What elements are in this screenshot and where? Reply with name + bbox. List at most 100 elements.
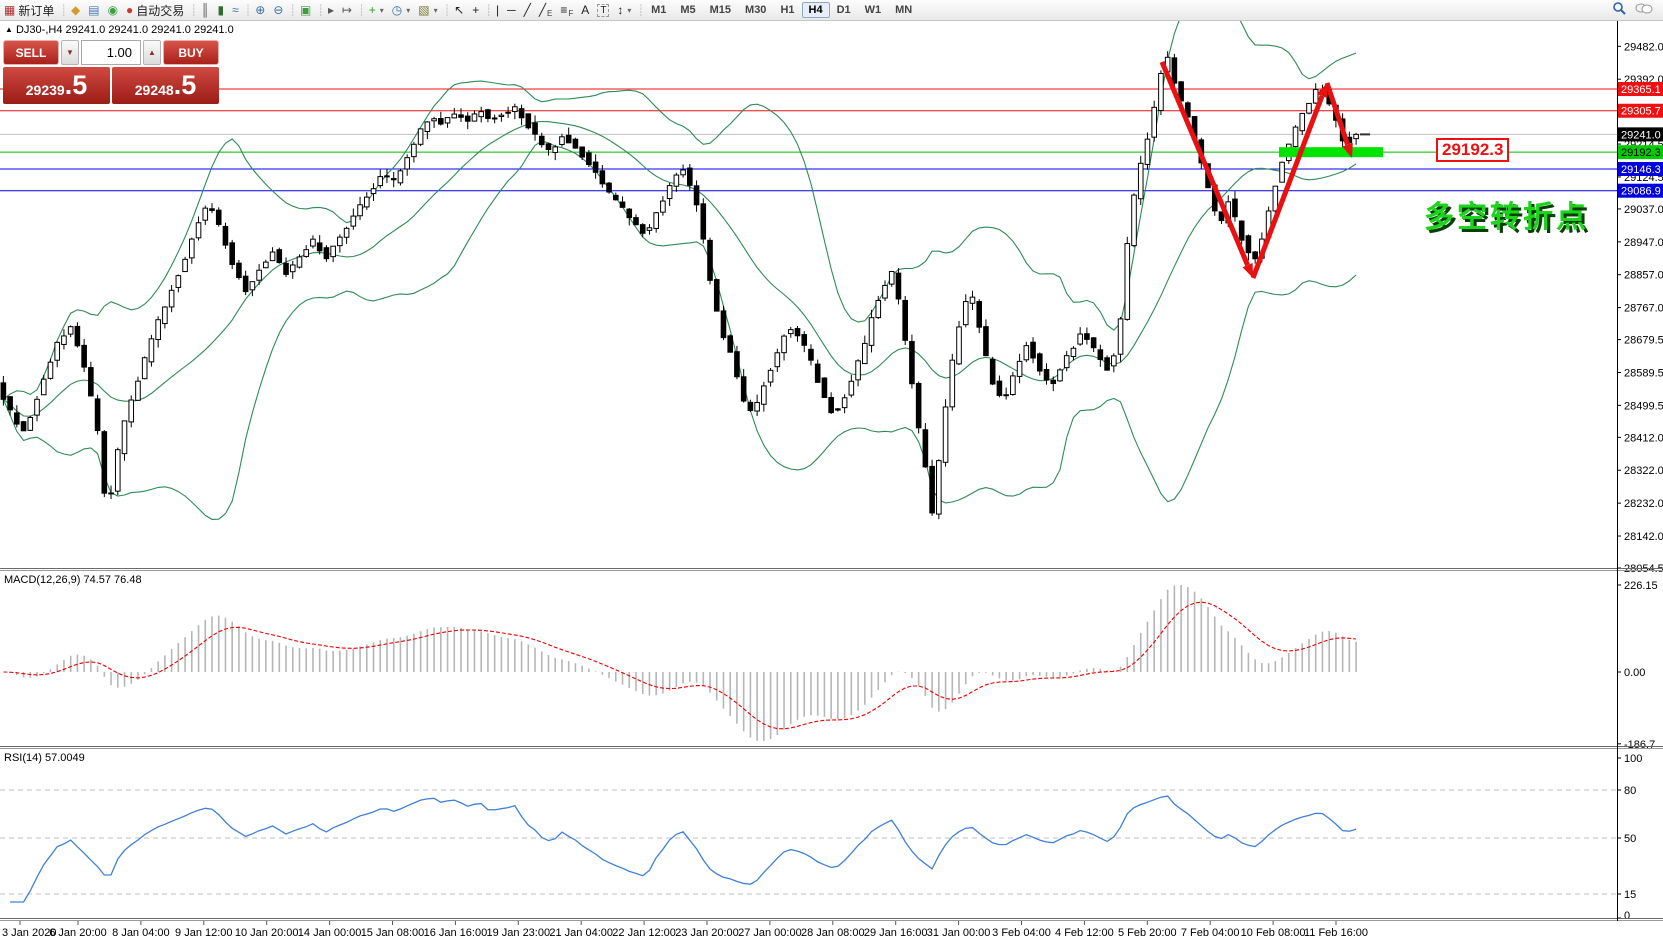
add-indicator-dropdown-icon[interactable]: ▾: [379, 5, 384, 15]
svg-text:28947.0: 28947.0: [1624, 237, 1663, 249]
timeframe-m5-button[interactable]: M5: [680, 4, 696, 16]
svg-text:21 Jan 04:00: 21 Jan 04:00: [549, 927, 613, 939]
crosshair-button[interactable]: +: [468, 1, 483, 19]
timeframe-h1-button[interactable]: H1: [780, 4, 795, 16]
zoom-out-button[interactable]: ⊖: [269, 1, 287, 19]
periods-dropdown-icon[interactable]: ▾: [406, 5, 411, 15]
toolbar: ▦ 新订单 ┊ ◆ ▤ ◉ ● 自动交易 ┊ ║ ▮ ≈ ┊ ⊕ ⊖ ┊ ▣ ┊ ▸ ↦ ┊ + ▾ ◷ ▾ ▧ ▾ ┊ ↖ + ┊ | ─ ╱ ╱…: [0, 0, 1663, 21]
toolbar-group-handle: ┊: [317, 4, 324, 17]
timeframe-m1-button[interactable]: M1: [651, 4, 667, 16]
chart-shift-button[interactable]: ↦: [338, 1, 356, 19]
ask-price-big: .5: [173, 70, 197, 100]
market-watch-button[interactable]: ◆: [67, 1, 84, 19]
svg-text:29192.3: 29192.3: [1621, 147, 1661, 159]
line-chart-icon: ≈: [232, 3, 239, 17]
timeframe-d1-button[interactable]: D1: [836, 4, 851, 16]
toolbar-group-handle: ┊: [443, 4, 451, 17]
svg-text:0.00: 0.00: [1624, 667, 1645, 679]
chart-symbol-header: ▲ DJ30-,H4 29241.0 29241.0 29241.0 29241…: [5, 24, 234, 36]
svg-text:23 Jan 20:00: 23 Jan 20:00: [675, 927, 739, 939]
cursor-button[interactable]: ↖: [450, 1, 468, 19]
svg-text:0: 0: [1624, 910, 1630, 922]
panel-separators: [0, 20, 1663, 921]
cursor-icon: ↖: [454, 3, 465, 17]
timeframe-h4-button[interactable]: H4: [801, 2, 830, 18]
new-order-button[interactable]: ▦ 新订单: [0, 1, 58, 19]
text-label-button[interactable]: T: [593, 1, 613, 19]
highlight-zone: [1279, 147, 1383, 158]
add-indicator-icon: +: [368, 3, 376, 17]
buy-price-button[interactable]: 29248.5: [112, 67, 219, 104]
macd-histogram: [9, 585, 1357, 742]
arrows-tool-button[interactable]: ↕ ▾: [613, 1, 635, 19]
svg-text:29365.1: 29365.1: [1621, 84, 1661, 96]
timeframe-m15-button[interactable]: M15: [709, 4, 732, 16]
volume-increase-button[interactable]: ▲: [143, 40, 161, 65]
template-button[interactable]: ▧ ▾: [414, 1, 441, 19]
fibonacci-button[interactable]: ≡ F: [556, 1, 577, 19]
auto-scroll-button[interactable]: ▸: [324, 1, 338, 19]
timeframe-w1-button[interactable]: W1: [864, 4, 882, 16]
price-axis: 29482.029392.029214.529124.529037.028947…: [1617, 41, 1663, 575]
chevron-up-icon: ▲: [148, 48, 156, 57]
trend-line-button[interactable]: ╱: [520, 1, 535, 19]
rsi-level-lines: [0, 789, 1617, 895]
fibonacci-sub-letter: F: [568, 8, 574, 18]
template-icon: ▧: [418, 3, 430, 17]
buy-button[interactable]: BUY: [163, 40, 219, 65]
bar-chart-button[interactable]: ║: [197, 1, 214, 19]
periods-button[interactable]: ◷ ▾: [388, 1, 415, 19]
trend-line-icon: ╱: [523, 3, 531, 17]
svg-text:28054.5: 28054.5: [1624, 563, 1663, 575]
horizontal-line-button[interactable]: ─: [503, 1, 520, 19]
equidistant-channel-icon: ╱: [538, 3, 547, 17]
volume-input[interactable]: 1.00: [81, 40, 141, 65]
svg-text:29305.7: 29305.7: [1621, 106, 1661, 118]
data-window-icon: ▤: [88, 3, 100, 17]
price-level-label[interactable]: 29192.3: [1436, 138, 1510, 162]
bar-chart-icon: ║: [200, 3, 210, 17]
text-button[interactable]: A: [577, 1, 593, 19]
svg-text:11 Feb 16:00: 11 Feb 16:00: [1304, 927, 1368, 939]
candlestick-chart-button[interactable]: ▮: [213, 1, 228, 19]
tile-windows-button[interactable]: ▣: [296, 1, 315, 19]
svg-text:28767.0: 28767.0: [1624, 303, 1663, 315]
zoom-in-button[interactable]: ⊕: [251, 1, 269, 19]
line-chart-button[interactable]: ≈: [228, 1, 243, 19]
search-icon[interactable]: [1612, 1, 1627, 19]
sell-price-button[interactable]: 29239.5: [3, 67, 110, 104]
add-indicator-button[interactable]: + ▾: [365, 1, 388, 19]
equidistant-channel-button[interactable]: ╱ E: [535, 1, 557, 19]
svg-text:22 Jan 12:00: 22 Jan 12:00: [612, 927, 676, 939]
volume-decrease-button[interactable]: ▼: [61, 40, 79, 65]
sell-button[interactable]: SELL: [3, 40, 59, 65]
svg-text:3 Feb 04:00: 3 Feb 04:00: [992, 927, 1051, 939]
svg-text:28589.5: 28589.5: [1624, 367, 1663, 379]
candlestick-chart-icon: ▮: [217, 3, 225, 17]
template-dropdown-icon[interactable]: ▾: [433, 5, 438, 15]
new-order-label: 新订单: [18, 3, 55, 18]
chat-icon[interactable]: [1635, 2, 1653, 19]
autotrading-button[interactable]: ● 自动交易: [122, 1, 188, 19]
svg-text:28322.0: 28322.0: [1624, 465, 1663, 477]
vertical-line-icon: |: [495, 3, 500, 17]
collapse-panel-icon[interactable]: ▲: [5, 25, 13, 34]
autotrading-label: 自动交易: [136, 3, 185, 18]
data-window-button[interactable]: ▤: [84, 1, 103, 19]
svg-text:-186.7: -186.7: [1624, 739, 1655, 751]
navigator-button[interactable]: ◉: [104, 1, 122, 19]
vertical-line-button[interactable]: |: [492, 1, 503, 19]
chart-shift-icon: ↦: [342, 3, 353, 17]
timeframe-m30-button[interactable]: M30: [745, 4, 767, 16]
svg-text:50: 50: [1624, 833, 1636, 845]
arrows-tool-dropdown-icon[interactable]: ▾: [627, 5, 632, 15]
svg-text:28232.0: 28232.0: [1624, 498, 1663, 510]
last-price-marker: [1360, 133, 1370, 136]
timeframe-mn-button[interactable]: MN: [895, 4, 913, 16]
svg-text:28412.0: 28412.0: [1624, 432, 1663, 444]
svg-text:16 Jan 16:00: 16 Jan 16:00: [424, 927, 488, 939]
macd-axis: 226.15 0.00 -186.7: [1617, 580, 1658, 751]
svg-text:80: 80: [1624, 785, 1636, 797]
